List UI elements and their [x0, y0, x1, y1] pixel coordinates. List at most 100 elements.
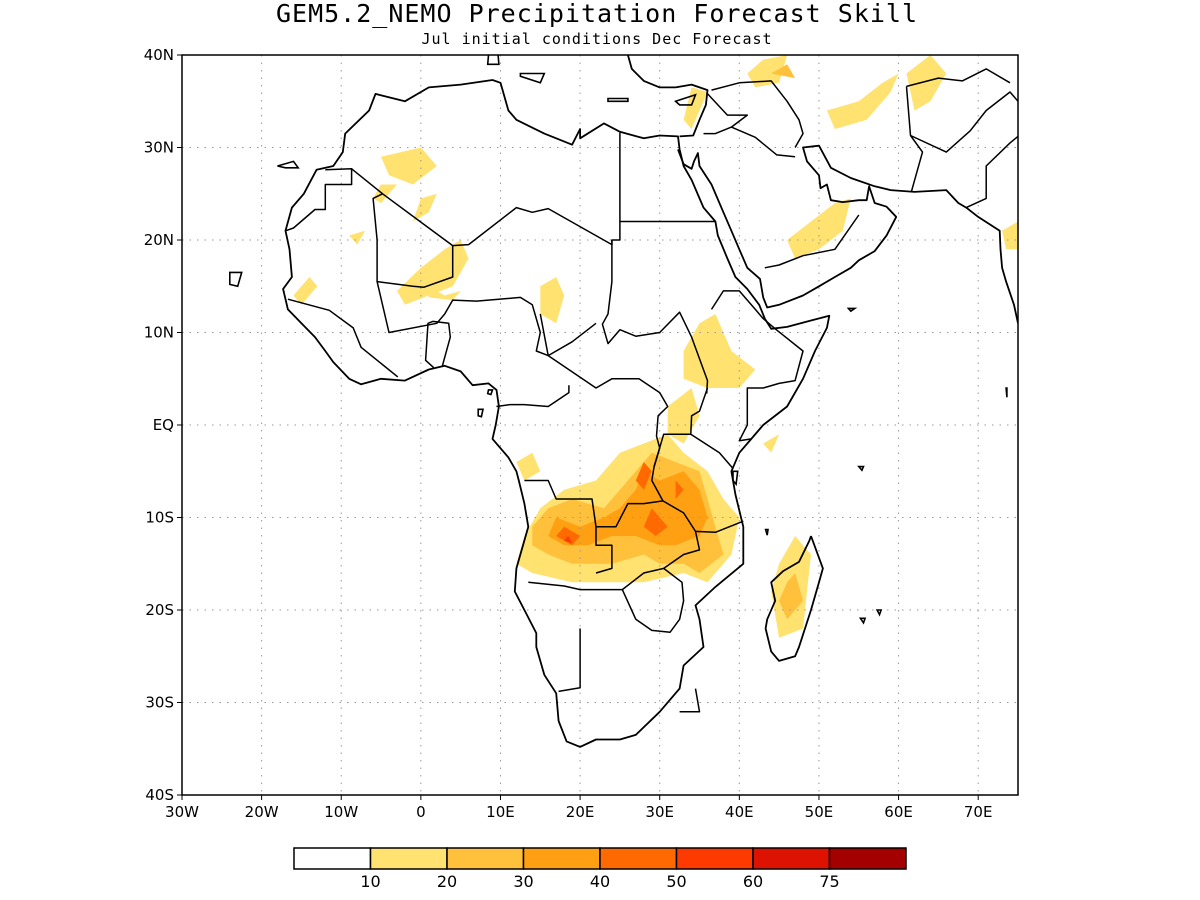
x-tick-label: 70E	[964, 803, 993, 821]
y-tick-label: 30S	[145, 694, 174, 712]
y-tick-label: 10N	[144, 324, 174, 342]
country-border	[372, 193, 454, 288]
country-border	[679, 688, 701, 713]
colorbar-label: 10	[360, 872, 380, 891]
country-border	[906, 68, 1011, 88]
island	[674, 93, 697, 106]
skill-region	[349, 230, 366, 245]
map-frame	[181, 54, 1019, 796]
colorbar-swatch	[293, 847, 372, 870]
country-border	[621, 567, 685, 633]
skill-region	[556, 526, 581, 546]
colorbar-swatch	[599, 847, 678, 870]
skill-region	[747, 55, 788, 88]
x-tick-label: 10E	[486, 803, 515, 821]
skill-region	[293, 277, 318, 305]
skill-region	[643, 508, 668, 536]
skill-region	[667, 388, 700, 444]
colorbar-label: 60	[743, 872, 763, 891]
country-border	[703, 92, 749, 135]
x-tick-label: 0	[416, 803, 426, 821]
colorbar-swatch	[828, 847, 907, 870]
y-tick-label: 20N	[144, 231, 174, 249]
colorbar-label: 30	[513, 872, 533, 891]
island	[607, 97, 629, 103]
country-border	[910, 91, 1018, 153]
y-tick-label: 30N	[144, 139, 174, 157]
y-tick-label: 40S	[145, 786, 174, 804]
island	[229, 271, 243, 288]
island	[1005, 387, 1008, 398]
skill-region	[540, 277, 565, 324]
skill-region	[564, 536, 573, 544]
x-tick-label: 50E	[805, 803, 834, 821]
country-border	[496, 385, 570, 408]
country-border	[764, 214, 860, 269]
y-tick-label: 40N	[144, 46, 174, 64]
country-border	[690, 433, 734, 469]
skill-region	[428, 286, 461, 301]
skill-region	[373, 184, 397, 203]
x-tick-label: 60E	[884, 803, 913, 821]
colorbar-swatch	[446, 847, 525, 870]
country-border	[731, 126, 796, 158]
island	[846, 307, 858, 313]
map-plot-area	[182, 55, 1018, 795]
skill-shading-layer	[293, 55, 1018, 638]
skill-region	[381, 147, 437, 185]
skill-region	[412, 193, 437, 222]
chart-subtitle: Jul initial conditions Dec Forecast	[421, 30, 772, 48]
country-border	[595, 526, 613, 574]
country-border	[695, 520, 744, 534]
coastline	[627, 55, 709, 138]
island	[277, 160, 300, 169]
longitude-axis: 30W 20W 10W 0 10E 20E 30E 40E 50E 60E 70E	[165, 795, 992, 821]
skill-region	[397, 240, 469, 305]
y-tick-label: EQ	[153, 416, 174, 434]
skill-region	[683, 87, 708, 129]
country-border	[905, 86, 924, 193]
colorbar-label: 50	[666, 872, 686, 891]
skill-region	[675, 480, 684, 499]
latitude-axis: 40N 30N 20N 10N EQ 10S 20S 30S 40S	[144, 46, 182, 804]
skill-region	[635, 462, 652, 490]
island	[764, 528, 769, 536]
x-tick-label: 20E	[566, 803, 595, 821]
country-border	[528, 500, 701, 591]
colorbar-swatch	[675, 847, 754, 870]
skill-region	[1002, 221, 1018, 250]
skill-region	[779, 573, 803, 620]
colorbar-swatch	[369, 847, 448, 870]
country-border	[965, 135, 1018, 209]
island	[857, 465, 865, 472]
x-tick-label: 30E	[645, 803, 674, 821]
y-tick-label: 20S	[145, 601, 174, 619]
skill-region	[826, 73, 899, 129]
country-border	[351, 132, 621, 247]
colorbar: 10 20 30 40 50 60 75	[293, 847, 907, 891]
x-tick-label: 20W	[245, 803, 279, 821]
skill-region	[683, 314, 756, 388]
y-tick-label: 10S	[145, 509, 174, 527]
colorbar-label: 20	[437, 872, 457, 891]
coastline	[677, 144, 1018, 324]
island	[519, 72, 546, 84]
island	[477, 408, 484, 418]
island	[486, 55, 500, 66]
x-tick-label: 30W	[165, 803, 199, 821]
island	[875, 609, 883, 617]
island	[732, 470, 739, 487]
island	[858, 617, 867, 625]
country-border	[710, 290, 804, 442]
skill-region	[763, 434, 780, 453]
country-border	[653, 387, 709, 467]
skill-region	[771, 64, 796, 79]
country-borders	[285, 68, 1018, 713]
colorbar-label: 75	[819, 872, 839, 891]
country-border	[287, 298, 399, 378]
skill-region	[906, 55, 947, 111]
colorbar-swatch	[522, 847, 601, 870]
country-border	[601, 240, 709, 394]
island	[486, 389, 494, 396]
